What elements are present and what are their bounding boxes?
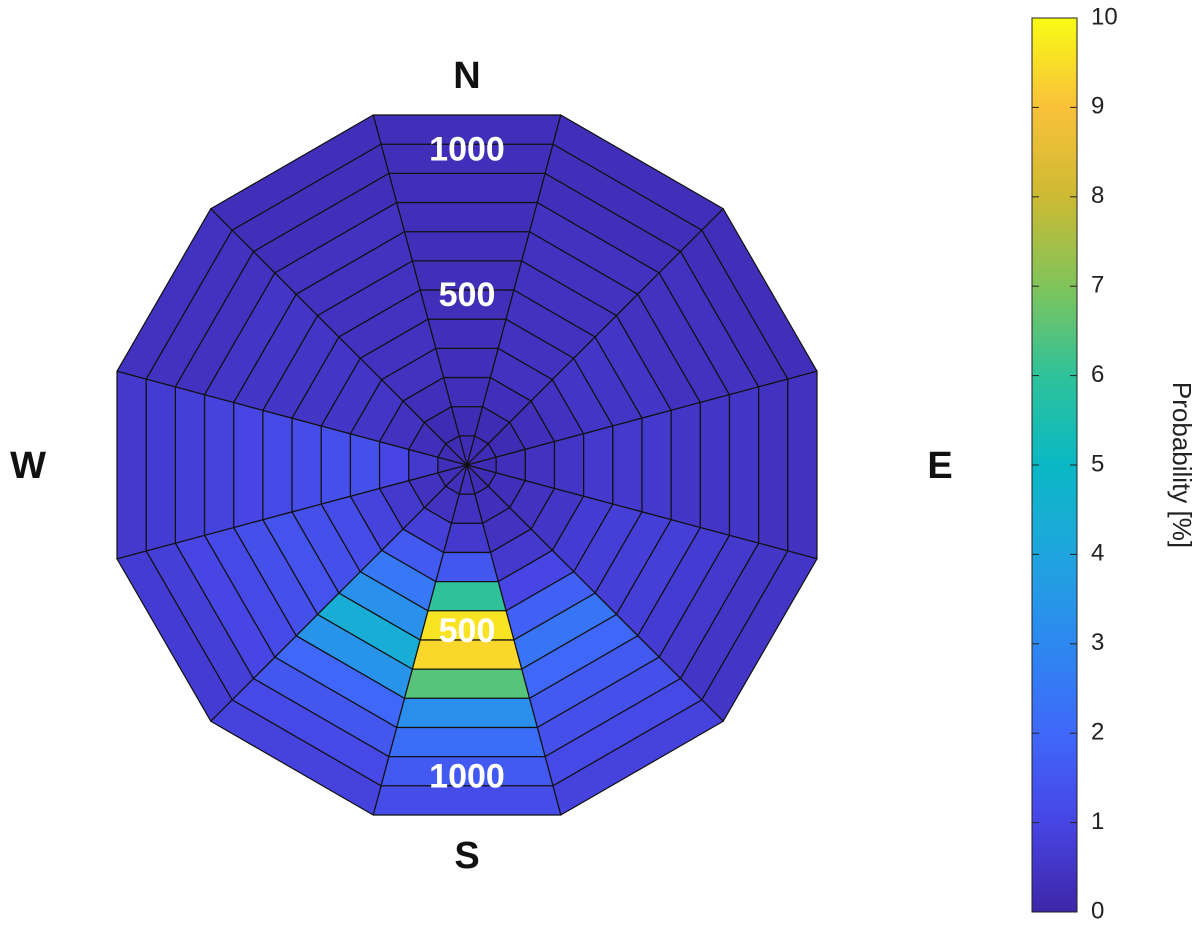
radial-tick-label: 1000 [429, 130, 505, 168]
cell [396, 697, 538, 729]
cell [388, 172, 546, 204]
cell [435, 347, 499, 379]
cell [553, 433, 585, 497]
radial-tick-label: 1000 [429, 758, 505, 796]
cell [427, 318, 507, 349]
cell [388, 726, 546, 758]
cell [116, 370, 147, 560]
cell [233, 401, 264, 529]
colorbar-tick-label: 5 [1091, 450, 1104, 477]
radial-tick-label: 500 [439, 612, 496, 650]
colorbar-tick-label: 10 [1091, 3, 1118, 30]
compass-label: E [927, 445, 952, 487]
cell [396, 201, 538, 233]
colorbar-tick-label: 4 [1091, 540, 1104, 567]
cell [320, 425, 351, 505]
cell [174, 386, 206, 544]
cell [145, 378, 176, 552]
compass-label: S [454, 835, 479, 877]
colorbar-label: Probability [%] [1167, 382, 1197, 548]
cell [349, 433, 381, 497]
cell [291, 417, 322, 513]
cell [403, 231, 531, 262]
cell [435, 551, 499, 583]
colorbar-tick-label: 0 [1091, 897, 1104, 924]
cell [699, 394, 731, 536]
cell [210, 114, 382, 231]
cell [641, 409, 672, 521]
colorbar-tick-label: 3 [1091, 629, 1104, 656]
colorbar-tick-label: 9 [1091, 93, 1104, 120]
cell [787, 370, 818, 560]
cell [728, 386, 760, 544]
colorbar [1031, 17, 1078, 913]
radial-tick-label: 500 [439, 276, 496, 314]
cell [403, 668, 531, 699]
colorbar-tick-label: 1 [1091, 808, 1104, 835]
colorbar-tick-label: 7 [1091, 272, 1104, 299]
compass-label: N [453, 55, 480, 97]
compass-label: W [10, 445, 46, 487]
cell [670, 401, 701, 529]
cell [427, 581, 507, 612]
cell [203, 394, 235, 536]
colorbar-tick-label: 8 [1091, 182, 1104, 209]
cell [612, 417, 643, 513]
cell [758, 378, 789, 552]
cell [583, 425, 614, 505]
colorbar-tick-label: 6 [1091, 361, 1104, 388]
cell [262, 409, 293, 521]
colorbar-tick-label: 2 [1091, 719, 1104, 746]
